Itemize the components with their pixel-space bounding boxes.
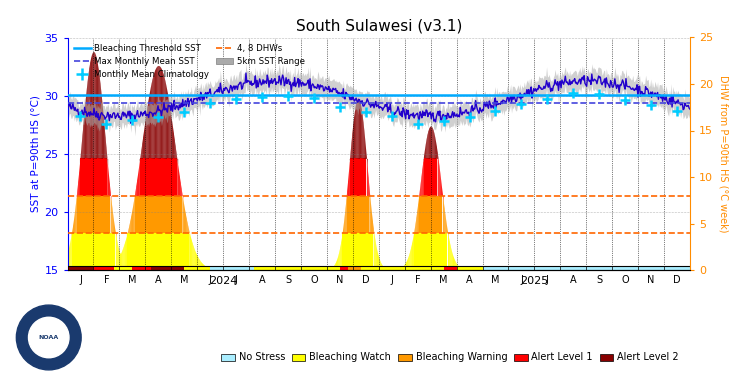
Circle shape xyxy=(16,305,81,370)
Point xyxy=(204,100,216,106)
Legend: No Stress, Bleaching Watch, Bleaching Warning, Alert Level 1, Alert Level 2: No Stress, Bleaching Watch, Bleaching Wa… xyxy=(217,349,682,366)
Circle shape xyxy=(28,317,69,358)
Point xyxy=(437,118,449,124)
Point xyxy=(620,98,632,104)
Legend: Bleaching Threshold SST, Max Monthly Mean SST, Monthly Mean Climatology, 4, 8 DH: Bleaching Threshold SST, Max Monthly Mea… xyxy=(72,42,307,81)
Point xyxy=(542,96,554,102)
Point xyxy=(100,121,112,127)
Point xyxy=(178,109,190,115)
Text: NOAA: NOAA xyxy=(39,335,58,340)
Point xyxy=(256,94,268,100)
Point xyxy=(490,108,502,114)
Point xyxy=(308,96,320,102)
Point xyxy=(515,100,527,106)
Point xyxy=(74,114,86,120)
Title: South Sulawesi (v3.1): South Sulawesi (v3.1) xyxy=(296,18,462,33)
Point xyxy=(152,114,164,120)
Point xyxy=(567,90,579,96)
Point xyxy=(464,114,476,120)
Y-axis label: SST at P=90th HS (°C): SST at P=90th HS (°C) xyxy=(30,95,40,212)
Point xyxy=(126,117,138,123)
Point xyxy=(360,109,372,115)
Text: 2025: 2025 xyxy=(520,276,548,286)
Y-axis label: DHW from P=90th HS (°C week): DHW from P=90th HS (°C week) xyxy=(718,75,729,232)
Point xyxy=(230,96,242,102)
Point xyxy=(645,102,657,108)
Point xyxy=(593,91,605,97)
Point xyxy=(671,108,683,114)
Point xyxy=(412,121,424,127)
Point xyxy=(386,113,398,119)
Text: 2024: 2024 xyxy=(209,276,237,286)
Point xyxy=(334,104,346,110)
Point xyxy=(282,93,294,99)
